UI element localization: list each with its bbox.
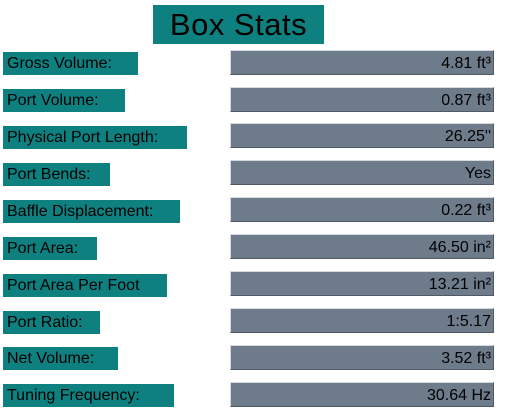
port-ratio-field[interactable]: 1:5.17 xyxy=(230,308,494,333)
port-volume-field[interactable]: 0.87 ft³ xyxy=(230,87,494,112)
gross-volume-label: Gross Volume: xyxy=(3,52,138,75)
port-bends-label: Port Bends: xyxy=(3,163,110,186)
baffle-displacement-label: Baffle Displacement: xyxy=(3,200,180,223)
physical-port-length-field[interactable]: 26.25'' xyxy=(230,123,494,148)
page-title: Box Stats xyxy=(153,5,324,44)
port-area-per-foot-field[interactable]: 13.21 in² xyxy=(230,271,494,296)
tuning-frequency-label: Tuning Frequency: xyxy=(3,384,174,407)
baffle-displacement-field[interactable]: 0.22 ft³ xyxy=(230,197,494,222)
physical-port-length-label: Physical Port Length: xyxy=(3,126,187,149)
port-area-field[interactable]: 46.50 in² xyxy=(230,234,494,259)
port-ratio-label: Port Ratio: xyxy=(3,311,100,334)
net-volume-label: Net Volume: xyxy=(3,347,118,370)
net-volume-field[interactable]: 3.52 ft³ xyxy=(230,345,494,370)
port-area-per-foot-label: Port Area Per Foot xyxy=(3,274,167,297)
port-volume-label: Port Volume: xyxy=(3,89,125,112)
tuning-frequency-field[interactable]: 30.64 Hz xyxy=(230,382,494,407)
port-area-label: Port Area: xyxy=(3,237,97,260)
port-bends-field[interactable]: Yes xyxy=(230,160,494,185)
gross-volume-field[interactable]: 4.81 ft³ xyxy=(230,50,494,75)
